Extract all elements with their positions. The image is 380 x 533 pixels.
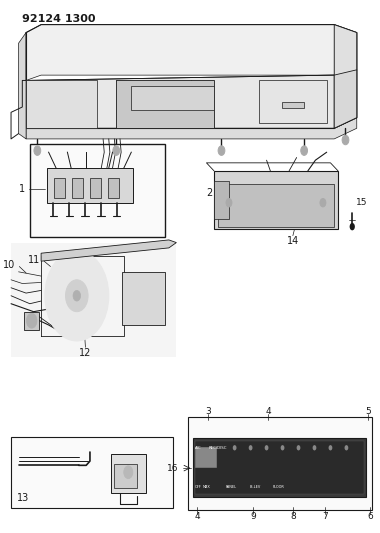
Polygon shape (334, 25, 357, 128)
Circle shape (34, 146, 41, 156)
Text: 7: 7 (322, 512, 328, 521)
Text: 2: 2 (206, 188, 212, 198)
Polygon shape (193, 438, 366, 497)
Text: 4: 4 (194, 512, 200, 521)
Text: 9: 9 (250, 512, 256, 521)
Polygon shape (26, 25, 357, 80)
Circle shape (297, 445, 301, 450)
Circle shape (27, 313, 37, 328)
Polygon shape (41, 240, 176, 261)
Circle shape (345, 445, 348, 450)
Text: 13: 13 (17, 493, 29, 503)
Text: 15: 15 (356, 198, 367, 207)
Text: A/C: A/C (195, 446, 202, 450)
Circle shape (281, 445, 284, 450)
Text: FLOOR: FLOOR (272, 485, 284, 489)
Polygon shape (19, 33, 26, 139)
Text: REC/DISC: REC/DISC (208, 446, 227, 450)
Text: 14: 14 (287, 236, 299, 246)
Bar (108, 178, 119, 198)
Circle shape (113, 146, 120, 156)
Polygon shape (26, 118, 357, 139)
Polygon shape (334, 70, 357, 128)
Bar (114, 464, 137, 488)
Text: 12: 12 (79, 348, 92, 358)
Polygon shape (26, 80, 97, 128)
Polygon shape (259, 80, 327, 123)
Text: 8: 8 (290, 512, 296, 521)
Circle shape (265, 445, 268, 450)
Text: 5: 5 (365, 407, 371, 416)
Circle shape (233, 445, 236, 450)
Polygon shape (116, 80, 214, 128)
Text: OFF: OFF (195, 485, 202, 489)
Circle shape (65, 280, 88, 312)
Text: 10: 10 (3, 260, 16, 270)
Circle shape (45, 251, 109, 341)
Polygon shape (131, 86, 214, 110)
Bar (111, 454, 146, 494)
Circle shape (320, 198, 326, 207)
Text: 16: 16 (167, 464, 178, 473)
Bar (90, 178, 101, 198)
Circle shape (249, 445, 252, 450)
Bar (54, 178, 65, 198)
Circle shape (226, 198, 232, 207)
Text: 1: 1 (19, 184, 25, 195)
Bar (30, 144, 165, 237)
Polygon shape (26, 70, 357, 128)
Text: PANEL: PANEL (225, 485, 236, 489)
Text: 4: 4 (266, 407, 271, 416)
Text: 6: 6 (367, 512, 373, 521)
Polygon shape (218, 184, 334, 227)
Polygon shape (47, 168, 133, 203)
Text: 3: 3 (206, 407, 211, 416)
Bar (11, 437, 173, 508)
Text: 11: 11 (28, 255, 40, 264)
Text: BI-LEV: BI-LEV (250, 485, 261, 489)
Text: 92124 1300: 92124 1300 (22, 14, 96, 24)
Circle shape (301, 146, 307, 156)
Bar (188, 417, 372, 510)
Polygon shape (11, 243, 176, 357)
Polygon shape (214, 171, 338, 229)
Circle shape (218, 146, 225, 156)
Polygon shape (195, 441, 364, 494)
Polygon shape (122, 272, 165, 325)
Circle shape (124, 466, 133, 479)
Bar (195, 447, 216, 467)
Text: MAX: MAX (203, 485, 211, 489)
Polygon shape (24, 312, 39, 330)
Polygon shape (214, 181, 229, 219)
Circle shape (313, 445, 317, 450)
Circle shape (342, 135, 349, 145)
Circle shape (329, 445, 332, 450)
Circle shape (73, 290, 81, 301)
Bar (282, 102, 304, 108)
Bar (72, 178, 83, 198)
Circle shape (350, 223, 355, 230)
